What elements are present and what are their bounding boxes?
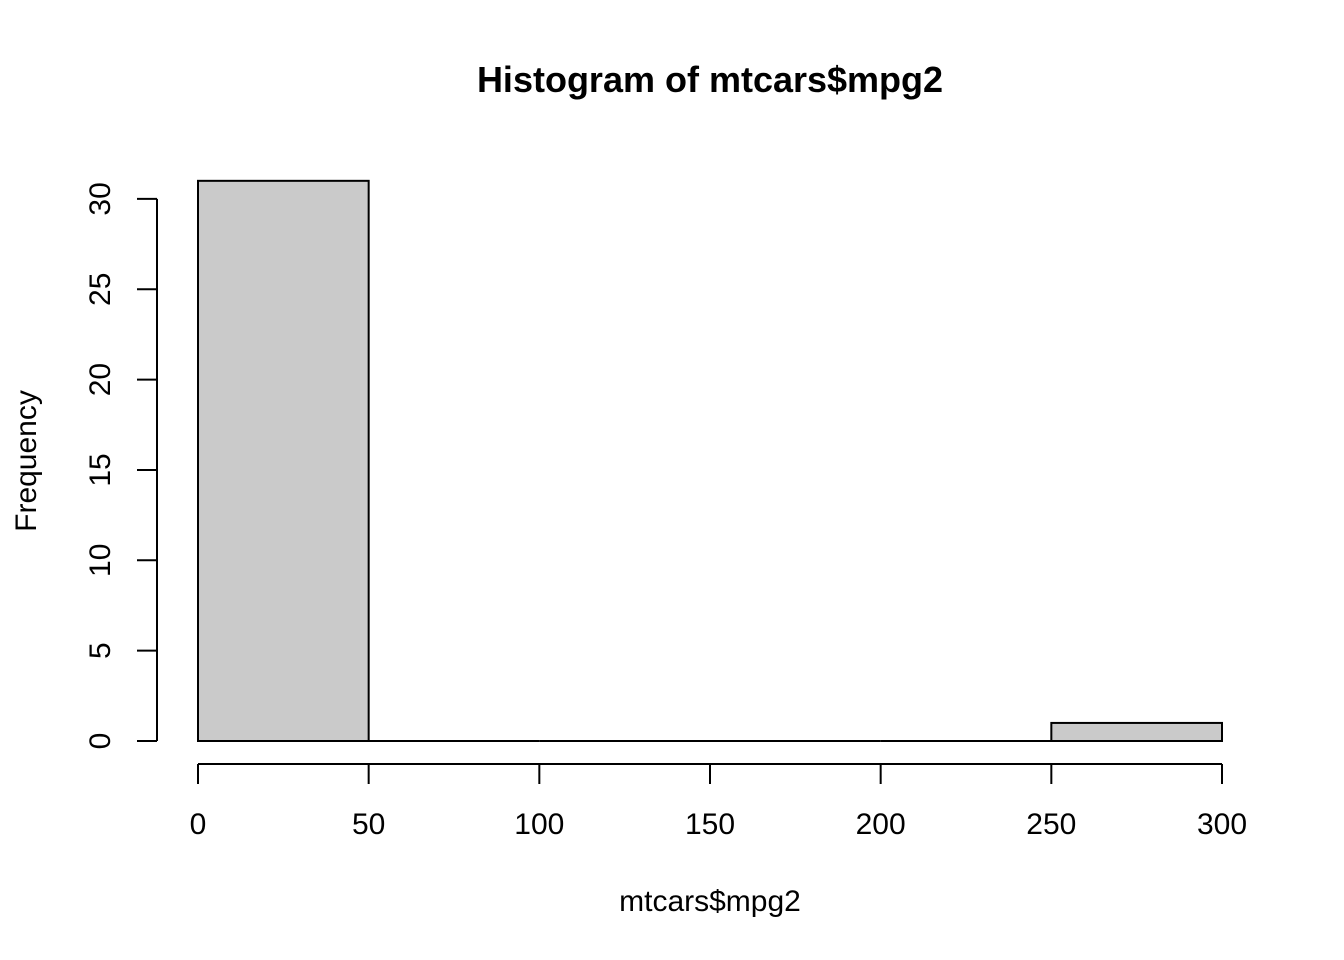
chart-title: Histogram of mtcars$mpg2	[477, 59, 943, 100]
x-tick-label-50: 50	[352, 808, 385, 841]
y-tick-label-0: 0	[84, 733, 117, 750]
histogram-bar-5	[1050, 721, 1224, 742]
histogram-bar-0	[197, 179, 370, 742]
y-tick-label-10: 10	[84, 544, 117, 577]
y-tick-label-15: 15	[84, 453, 117, 486]
x-tick-label-300: 300	[1197, 808, 1247, 841]
x-tick-label-100: 100	[514, 808, 564, 841]
x-tick-label-200: 200	[856, 808, 906, 841]
y-axis: 0 5 10 15 20 25 30	[84, 182, 158, 750]
x-axis: 0 50 100 150 200 250 300	[190, 763, 1247, 841]
y-tick-label-5: 5	[84, 642, 117, 659]
x-tick-label-150: 150	[685, 808, 735, 841]
y-axis-label: Frequency	[10, 390, 43, 532]
bars-layer	[197, 179, 1224, 742]
y-tick-label-25: 25	[84, 273, 117, 306]
y-tick-label-20: 20	[84, 363, 117, 396]
x-tick-label-0: 0	[190, 808, 207, 841]
x-tick-label-250: 250	[1026, 808, 1076, 841]
x-axis-label: mtcars$mpg2	[619, 885, 801, 918]
y-tick-label-30: 30	[84, 182, 117, 215]
